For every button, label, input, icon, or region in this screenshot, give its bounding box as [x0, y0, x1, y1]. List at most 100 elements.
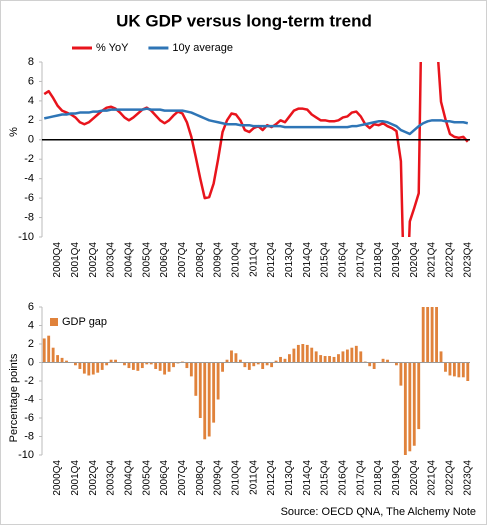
bar: [341, 351, 345, 363]
y-tick-label: -8: [24, 430, 34, 442]
y-tick-label: 0: [28, 356, 34, 368]
bar: [230, 350, 233, 363]
bar: [457, 362, 461, 378]
x-tick-label: 2023Q4: [462, 460, 473, 496]
bar: [430, 307, 434, 363]
bar: [421, 307, 425, 363]
bar: [283, 358, 287, 363]
bar: [145, 362, 149, 365]
bar: [301, 344, 305, 363]
x-tick-label: 2007Q4: [177, 242, 188, 278]
x-tick-label: 2011Q4: [248, 460, 259, 495]
bar: [234, 353, 238, 363]
x-tick-label: 2001Q4: [70, 460, 81, 496]
x-tick-label: 2020Q4: [409, 460, 420, 496]
bar: [354, 345, 358, 363]
bar: [305, 344, 309, 363]
line: [43, 107, 469, 136]
bar: [412, 362, 416, 446]
y-tick-label: -4: [24, 173, 34, 185]
y-tick-label: -10: [18, 449, 34, 461]
y-tick-label: -6: [24, 192, 34, 204]
bar: [163, 362, 167, 375]
x-tick-label: 2004Q4: [124, 242, 135, 278]
bar: [189, 362, 193, 377]
bar: [114, 359, 117, 363]
bar: [345, 349, 349, 363]
y-tick-label: 6: [28, 301, 34, 313]
y-tick-label: -8: [24, 211, 34, 223]
bar: [252, 362, 256, 367]
y-tick-label: 8: [28, 56, 34, 68]
bar: [292, 348, 296, 363]
y-tick-label: 4: [28, 319, 34, 331]
bar: [350, 347, 354, 363]
y-tick-label: -4: [24, 393, 34, 405]
bar: [274, 360, 278, 363]
x-tick-label: 2008Q4: [195, 242, 206, 278]
x-tick-label: 2013Q4: [284, 242, 295, 278]
bar: [87, 362, 91, 376]
bar: [337, 354, 340, 363]
x-tick-label: 2015Q4: [320, 460, 331, 496]
bar: [238, 359, 242, 363]
bar: [435, 307, 438, 363]
bar: [131, 362, 135, 370]
y-tick-label: 6: [28, 75, 34, 87]
bar: [417, 362, 421, 430]
bar: [288, 354, 291, 363]
bar: [109, 359, 113, 363]
legend-label: % YoY: [96, 42, 129, 54]
bar: [225, 359, 229, 363]
x-tick-label: 2022Q4: [445, 242, 456, 278]
x-tick-label: 2006Q4: [159, 242, 170, 278]
bar: [319, 355, 323, 363]
x-tick-label: 2017Q4: [355, 460, 366, 496]
bar: [140, 362, 144, 369]
x-tick-label: 2017Q4: [355, 242, 366, 278]
bar: [194, 362, 198, 396]
legend-label: 10y average: [172, 42, 233, 54]
x-tick-label: 2012Q4: [266, 460, 277, 496]
bar: [42, 338, 46, 363]
bar: [452, 362, 456, 377]
bar: [96, 362, 100, 373]
bar: [51, 347, 55, 363]
x-tick-label: 2008Q4: [195, 460, 206, 496]
y-tick-label: -2: [24, 375, 34, 387]
x-tick-label: 2023Q4: [462, 242, 473, 278]
bar: [207, 362, 211, 437]
legend-label: GDP gap: [62, 316, 107, 328]
x-tick-label: 2002Q4: [88, 242, 99, 278]
bar: [221, 362, 224, 372]
bar: [408, 362, 412, 452]
x-tick-label: 2000Q4: [52, 242, 63, 278]
bar: [466, 362, 470, 381]
bar: [310, 347, 314, 363]
bar: [105, 362, 109, 366]
legend-swatch: [50, 318, 58, 326]
x-tick-label: 2012Q4: [266, 242, 277, 278]
x-tick-label: 2011Q4: [248, 242, 259, 277]
bar: [136, 362, 140, 371]
y-tick-label: 2: [28, 114, 34, 126]
bar: [426, 307, 430, 363]
bar: [279, 356, 282, 363]
x-tick-label: 2009Q4: [213, 242, 224, 278]
bar: [78, 362, 82, 369]
bar: [82, 362, 86, 374]
bar: [149, 362, 153, 365]
x-tick-label: 2010Q4: [231, 242, 242, 278]
x-tick-label: 2007Q4: [177, 460, 188, 496]
bar: [359, 351, 363, 363]
bar: [243, 362, 247, 368]
x-tick-label: 2003Q4: [106, 242, 117, 278]
source: Source: OECD QNA, The Alchemy Note: [281, 506, 476, 518]
chart-title: UK GDP versus long-term trend: [116, 11, 372, 30]
bar: [296, 344, 300, 363]
bar: [314, 351, 318, 363]
bar: [261, 362, 265, 369]
bar: [198, 362, 202, 418]
bar: [65, 360, 68, 363]
